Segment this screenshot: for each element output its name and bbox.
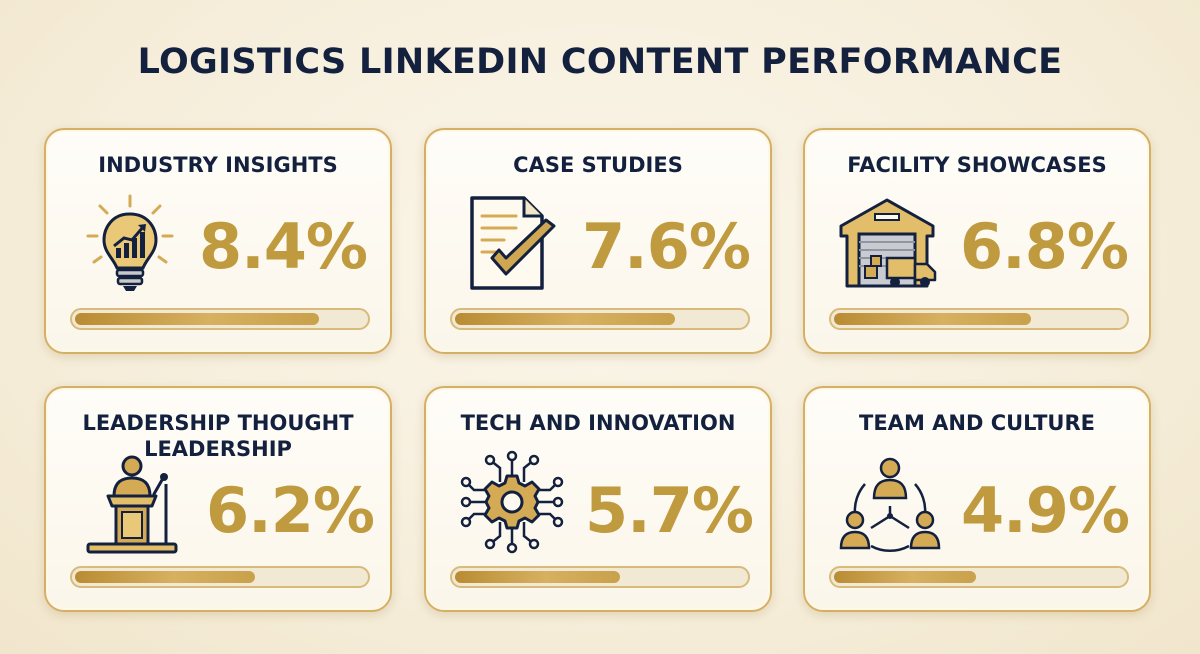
card-title: TECH AND INNOVATION — [460, 411, 736, 435]
card-value: 6.2% — [206, 474, 375, 547]
progress-track — [70, 308, 370, 330]
card-value: 7.6% — [582, 210, 751, 283]
progress-track — [70, 566, 370, 588]
metric-card-team-and-culture: TEAM AND CULTURE 4.9% — [803, 386, 1151, 612]
card-title: FACILITY SHOWCASES — [847, 153, 1107, 177]
card-value: 5.7% — [585, 474, 754, 547]
progress-track — [450, 308, 750, 330]
progress-bar-fill — [75, 571, 255, 583]
card-title: LEADERSHIP THOUGHT LEADERSHIP — [82, 411, 354, 461]
progress-bar-fill — [75, 313, 319, 325]
card-title: CASE STUDIES — [513, 153, 683, 177]
progress-track — [829, 308, 1129, 330]
progress-track — [450, 566, 750, 588]
warehouse-truck-icon — [839, 198, 937, 288]
metric-card-case-studies: CASE STUDIES 7.6% — [424, 128, 772, 354]
progress-track — [829, 566, 1129, 588]
metric-card-facility-showcases: FACILITY SHOWCASES 6.8% — [803, 128, 1151, 354]
card-value: 8.4% — [199, 210, 368, 283]
metric-card-industry-insights: INDUSTRY INSIGHTS 8.4% — [44, 128, 392, 354]
document-check-icon — [470, 196, 556, 290]
card-value: 6.8% — [960, 210, 1129, 283]
lightbulb-chart-icon — [86, 194, 174, 291]
metric-card-leadership-thought-leadership: LEADERSHIP THOUGHT LEADERSHIP 6.2% — [44, 386, 392, 612]
card-title: INDUSTRY INSIGHTS — [98, 153, 338, 177]
progress-bar-fill — [834, 571, 976, 583]
card-title: TEAM AND CULTURE — [859, 411, 1095, 435]
progress-bar-fill — [455, 313, 675, 325]
metric-card-tech-and-innovation: TECH AND INNOVATION 5.7% — [424, 386, 772, 612]
progress-bar-fill — [455, 571, 620, 583]
card-value: 4.9% — [961, 474, 1130, 547]
podium-speaker-icon — [86, 455, 178, 554]
page-title: LOGISTICS LINKEDIN CONTENT PERFORMANCE — [137, 42, 1063, 82]
progress-bar-fill — [834, 313, 1031, 325]
gear-circuit-icon — [460, 450, 564, 554]
team-network-icon — [839, 457, 941, 553]
